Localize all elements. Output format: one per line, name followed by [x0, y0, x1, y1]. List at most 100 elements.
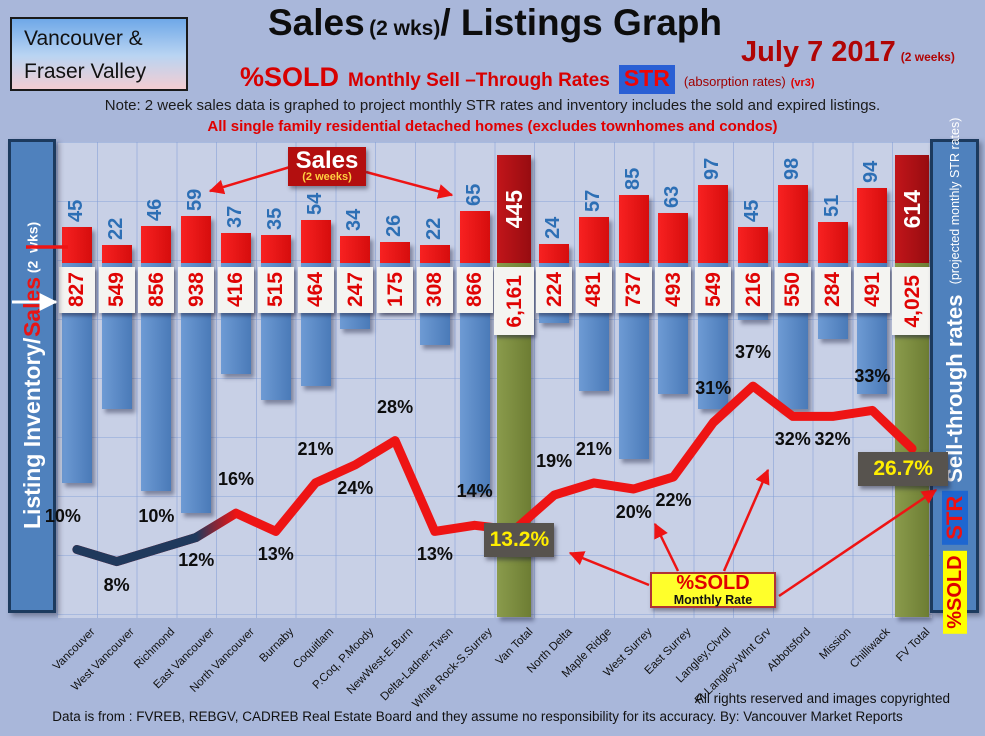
str-percent-label: 16%: [217, 469, 254, 490]
sales-bar: [578, 217, 609, 263]
sales-value-label: 45: [64, 199, 87, 222]
inventory-label-patch: 216: [735, 267, 772, 313]
str-percent-label: 21%: [297, 438, 334, 459]
sales-bar: [419, 245, 450, 263]
sales-value-label: 97: [701, 158, 724, 181]
inventory-label-patch: 493: [655, 267, 692, 313]
total-sales-value-label: 614: [898, 189, 925, 229]
inventory-value-label: 224: [542, 272, 566, 308]
pct-sold-label: %SOLD: [240, 62, 340, 92]
x-axis-category-label: Burnaby: [257, 626, 297, 665]
inventory-label-patch: 4,025: [892, 267, 933, 335]
inventory-value-label: 308: [423, 272, 447, 308]
sales-bar: [260, 235, 291, 263]
inventory-label-patch: 938: [178, 267, 215, 313]
inventory-value-label: 464: [304, 272, 328, 308]
sales-value-label: 26: [383, 214, 406, 238]
inventory-label-patch: 247: [337, 267, 374, 313]
inventory-value-label: 515: [264, 272, 288, 308]
inventory-value-label: 247: [343, 272, 367, 308]
str-percent-label: 21%: [575, 438, 612, 459]
sales-bar: [340, 235, 371, 263]
left-axis-bar: Listing Inventory / Sales (2 wks): [8, 139, 56, 613]
str-percent-label: 37%: [735, 342, 772, 363]
inventory-label-patch: 491: [854, 267, 891, 313]
x-axis-category-label: Mission: [817, 626, 854, 663]
sales-value-label: 65: [462, 183, 485, 206]
inventory-value-label: 491: [860, 272, 884, 308]
sales-value-label: 22: [104, 218, 127, 241]
str-percent-label: 8%: [103, 574, 130, 595]
x-axis-category-label: White Rock-S.Surrey: [410, 626, 496, 711]
inventory-value-label: 216: [741, 272, 765, 308]
sales-bar: [698, 185, 729, 263]
right-axis-label: %SOLD STR Sell-through rates (projected …: [941, 118, 968, 634]
inventory-value-label: 284: [821, 272, 845, 308]
str-percent-label: 28%: [377, 396, 414, 417]
sales-value-label: 34: [343, 208, 366, 231]
sales-value-label: 51: [820, 194, 843, 218]
sales-bar: [61, 227, 92, 263]
inventory-value-label: 866: [463, 272, 487, 308]
inventory-value-label: 493: [661, 272, 685, 308]
sales-value-label: 57: [581, 190, 604, 213]
inventory-label-patch: 856: [138, 267, 175, 313]
sales-value-label: 46: [144, 198, 167, 222]
sales-bar: [181, 215, 212, 263]
sales-value-label: 59: [184, 188, 207, 211]
str-percent-label: 13%: [257, 544, 294, 565]
str-chip: STR: [941, 490, 968, 545]
str-percent-label: 10%: [44, 505, 81, 526]
inventory-label-patch: 737: [615, 267, 652, 313]
inventory-value-label: 737: [622, 272, 646, 308]
region-line1: Vancouver &: [24, 27, 143, 50]
inventory-label-patch: 416: [217, 267, 254, 313]
subtitle: %SOLD Monthly Sell –Through Rates STR (a…: [240, 62, 815, 94]
sell-through-label: Monthly Sell –Through Rates: [348, 70, 610, 91]
str-percent-label: 32%: [814, 429, 851, 450]
x-axis-category-label: Delta-Ladner-Twsn: [378, 626, 456, 704]
inventory-value-label: 856: [144, 272, 168, 308]
right-axis-bar: %SOLD STR Sell-through rates (projected …: [930, 118, 979, 634]
page-title: Sales (2 wks)/ Listings Graph: [268, 2, 722, 43]
sales-value-label: 24: [542, 216, 565, 239]
inventory-label-patch: 175: [377, 267, 414, 313]
sales-value-label: 94: [860, 160, 883, 183]
sales-bar: [817, 222, 848, 263]
sales-bar: [658, 212, 689, 263]
inventory-value-label: 827: [65, 272, 89, 308]
inventory-value-label: 416: [224, 272, 248, 308]
str-percent-label: 22%: [655, 489, 692, 510]
inventory-label-patch: 284: [814, 267, 851, 313]
version-note: (vr3): [790, 77, 815, 89]
sales-value-label: 35: [263, 207, 286, 230]
inventory-value-label: 175: [383, 272, 407, 308]
left-axis-label: Listing Inventory / Sales (2 wks): [18, 222, 45, 530]
inventory-value-label: 550: [781, 272, 805, 308]
sales-bar: [300, 219, 331, 263]
sales-bar: [618, 195, 649, 263]
sales-bar: [777, 184, 808, 263]
data-source-note: Data is from : FVREB, REBGV, CADREB Real…: [52, 709, 903, 724]
str-percent-label: 20%: [615, 502, 652, 522]
sales-value-label: 63: [661, 185, 684, 208]
inventory-label-patch: 866: [456, 267, 493, 313]
str-percent-label: 33%: [854, 366, 891, 387]
x-axis-category-label: Van Total: [493, 626, 535, 668]
inventory-label-patch: 549: [695, 267, 732, 313]
report-date: July 7 2017 (2 weeks): [741, 36, 955, 68]
pct-sold-callout-box: %SOLD Monthly Rate: [650, 572, 776, 608]
str-highlight-box: 13.2%: [484, 523, 555, 558]
inventory-value-label: 481: [582, 272, 606, 308]
sales-value-label: 98: [780, 157, 803, 180]
inventory-label-patch: 550: [774, 267, 811, 313]
str-badge: STR: [618, 65, 675, 94]
inventory-value-label: 549: [701, 272, 725, 308]
inventory-label-patch: 224: [536, 267, 573, 313]
absorption-note: (absorption rates): [683, 74, 786, 89]
str-highlight-box: 26.7%: [858, 452, 949, 487]
str-percent-label: 19%: [536, 451, 573, 472]
chart-scope: All single family residential detached h…: [207, 118, 778, 135]
sales-callout-box: Sales (2 weeks): [288, 147, 366, 186]
inventory-label-patch: 549: [98, 267, 135, 313]
